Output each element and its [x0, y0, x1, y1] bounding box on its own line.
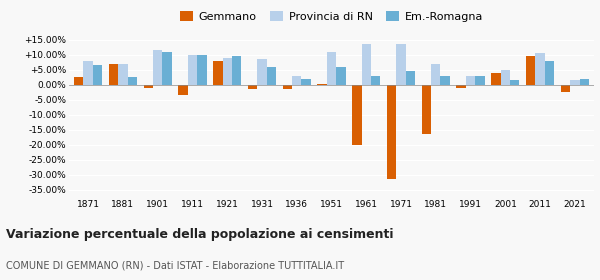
- Bar: [580, 79, 589, 85]
- Bar: [197, 55, 206, 85]
- Bar: [178, 85, 188, 95]
- Bar: [491, 73, 500, 85]
- Bar: [387, 85, 397, 179]
- Bar: [283, 85, 292, 89]
- Bar: [83, 61, 93, 85]
- Bar: [163, 52, 172, 85]
- Text: COMUNE DI GEMMANO (RN) - Dati ISTAT - Elaborazione TUTTITALIA.IT: COMUNE DI GEMMANO (RN) - Dati ISTAT - El…: [6, 260, 344, 270]
- Bar: [232, 56, 241, 85]
- Bar: [292, 76, 301, 85]
- Bar: [561, 85, 570, 92]
- Bar: [109, 64, 118, 85]
- Bar: [457, 85, 466, 88]
- Bar: [336, 67, 346, 85]
- Bar: [301, 79, 311, 85]
- Bar: [266, 67, 276, 85]
- Bar: [352, 85, 362, 145]
- Bar: [422, 85, 431, 134]
- Legend: Gemmano, Provincia di RN, Em.-Romagna: Gemmano, Provincia di RN, Em.-Romagna: [175, 7, 488, 26]
- Bar: [510, 80, 520, 85]
- Bar: [223, 58, 232, 85]
- Bar: [475, 76, 485, 85]
- Bar: [74, 77, 83, 85]
- Bar: [371, 76, 380, 85]
- Bar: [118, 64, 128, 85]
- Bar: [257, 59, 266, 85]
- Bar: [545, 61, 554, 85]
- Bar: [248, 85, 257, 89]
- Bar: [466, 76, 475, 85]
- Bar: [327, 52, 336, 85]
- Bar: [406, 71, 415, 85]
- Bar: [143, 85, 153, 88]
- Bar: [188, 55, 197, 85]
- Bar: [535, 53, 545, 85]
- Bar: [362, 44, 371, 85]
- Bar: [213, 61, 223, 85]
- Bar: [93, 65, 102, 85]
- Bar: [526, 56, 535, 85]
- Bar: [440, 76, 450, 85]
- Bar: [128, 77, 137, 85]
- Text: Variazione percentuale della popolazione ai censimenti: Variazione percentuale della popolazione…: [6, 228, 394, 241]
- Bar: [500, 70, 510, 85]
- Bar: [570, 80, 580, 85]
- Bar: [397, 44, 406, 85]
- Bar: [431, 64, 440, 85]
- Bar: [153, 50, 163, 85]
